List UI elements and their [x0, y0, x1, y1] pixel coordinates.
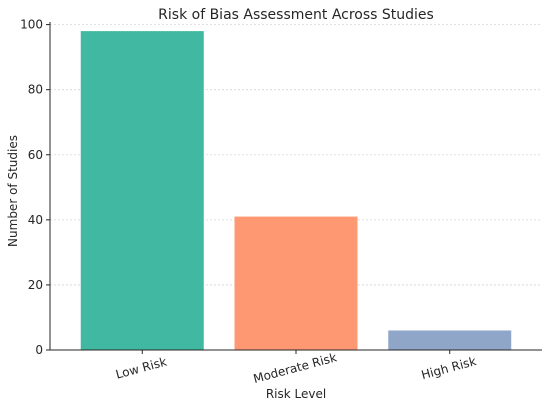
- chart-title: Risk of Bias Assessment Across Studies: [158, 7, 434, 23]
- y-tick-label: 80: [28, 83, 43, 97]
- y-tick-label: 100: [20, 18, 43, 32]
- y-tick-label: 60: [28, 148, 43, 162]
- x-axis-label: Risk Level: [266, 387, 326, 401]
- x-tick-label: Low Risk: [114, 355, 168, 382]
- bar-layer: [80, 31, 512, 350]
- y-tick-label: 40: [28, 213, 43, 227]
- y-axis-label: Number of Studies: [6, 135, 20, 247]
- y-tick-label: 20: [28, 278, 43, 292]
- bar-low-risk: [80, 31, 204, 350]
- bar-moderate-risk: [234, 216, 358, 350]
- bar-high-risk: [388, 330, 512, 350]
- y-tick-label: 0: [35, 343, 43, 357]
- x-tick-label: High Risk: [420, 354, 478, 382]
- x-tick-label: Moderate Risk: [252, 350, 339, 386]
